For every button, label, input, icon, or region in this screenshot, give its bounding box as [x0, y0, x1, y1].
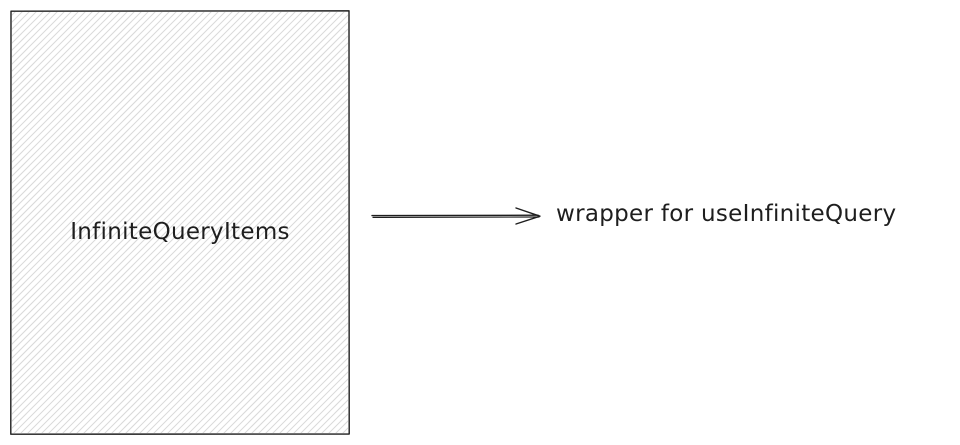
hachure-line: [12, 12, 247, 247]
hachure-line: [12, 12, 219, 219]
hachure-line: [181, 266, 348, 433]
arrow-connector: [371, 207, 541, 225]
hachure-line: [12, 12, 86, 86]
hachure-line: [34, 119, 348, 433]
hachure-line: [104, 189, 348, 433]
hachure-line: [12, 12, 170, 170]
hachure-line: [97, 182, 348, 433]
hachure-line: [12, 12, 331, 331]
hachure-line: [146, 231, 348, 433]
hachure-line: [12, 12, 107, 107]
hachure-line: [12, 12, 310, 310]
hachure-line: [90, 175, 348, 433]
hachure-line: [216, 301, 348, 433]
hachure-line: [251, 336, 348, 433]
hachure-line: [12, 56, 348, 394]
hachure-line: [12, 21, 348, 359]
hachure-line: [12, 63, 348, 401]
hachure-line: [12, 12, 149, 149]
hachure-line: [12, 12, 268, 268]
hachure-line: [118, 203, 348, 433]
hachure-line: [12, 12, 233, 233]
hachure-line: [174, 259, 348, 433]
hachure-line: [12, 12, 191, 191]
hachure-line: [12, 12, 163, 163]
hachure-line: [12, 42, 348, 380]
hachure-line: [12, 12, 142, 142]
hachure-line: [153, 238, 348, 433]
hachure-line: [62, 147, 348, 433]
hachure-line: [12, 12, 212, 212]
hachure-line: [12, 12, 275, 275]
hachure-line: [12, 12, 254, 254]
hachure-line: [12, 28, 348, 366]
hachure-line: [83, 168, 348, 433]
hachure-line: [111, 196, 348, 433]
hachure-line: [12, 12, 296, 296]
hachure-line: [230, 315, 348, 433]
hachure-line: [12, 14, 348, 352]
hachure-line: [55, 140, 348, 433]
hachure-line: [12, 12, 240, 240]
hachure-line: [202, 287, 348, 433]
hachure-line: [167, 252, 348, 433]
hachure-line: [12, 12, 156, 156]
hachure-line: [12, 12, 205, 205]
hachure-line: [12, 12, 282, 282]
hachure-line: [272, 357, 348, 433]
hachure-line: [12, 12, 303, 303]
hachure-line: [12, 49, 348, 387]
hachure-line: [12, 12, 198, 198]
hachure-line: [20, 105, 348, 433]
hachure-line: [12, 12, 100, 100]
hachure-line: [188, 273, 348, 433]
hachure-line: [209, 294, 348, 433]
hachure-line: [12, 12, 184, 184]
hachure-line: [12, 35, 348, 373]
hachure-line: [12, 12, 114, 114]
hachure-line: [12, 70, 348, 408]
hachure-line: [12, 77, 348, 415]
hachure-line: [12, 12, 338, 338]
hachure-line: [160, 245, 348, 433]
hachure-line: [12, 91, 348, 429]
box-hachure-fill: [10, 10, 350, 435]
hachure-line: [237, 322, 348, 433]
hachure-line: [12, 12, 324, 324]
hachure-line: [13, 98, 348, 433]
hachure-line: [48, 133, 348, 433]
hachure-line: [195, 280, 348, 433]
hachure-line: [12, 12, 261, 261]
hachure-line: [132, 217, 348, 433]
hachure-line: [12, 12, 289, 289]
hachure-line: [125, 210, 348, 433]
box-label: InfiniteQueryItems: [70, 219, 290, 245]
hachure-line: [139, 224, 348, 433]
hachure-line: [69, 154, 348, 433]
hachure-line: [12, 12, 226, 226]
hachure-line: [12, 12, 135, 135]
hachure-line: [12, 12, 121, 121]
hachure-line: [12, 12, 317, 317]
hachure-line: [12, 12, 128, 128]
hachure-line: [258, 343, 348, 433]
hachure-line: [12, 12, 177, 177]
hachure-line: [27, 112, 348, 433]
infinite-query-items-box[interactable]: InfiniteQueryItems: [10, 10, 350, 435]
hachure-line: [76, 161, 348, 433]
hachure-line: [223, 308, 348, 433]
hachure-line: [12, 84, 348, 422]
hachure-line: [12, 12, 93, 93]
hachure-line: [265, 350, 348, 433]
wrapper-note-label: wrapper for useInfiniteQuery: [556, 201, 897, 227]
hachure-line: [12, 12, 345, 345]
hachure-line: [244, 329, 348, 433]
hachure-line: [41, 126, 348, 433]
